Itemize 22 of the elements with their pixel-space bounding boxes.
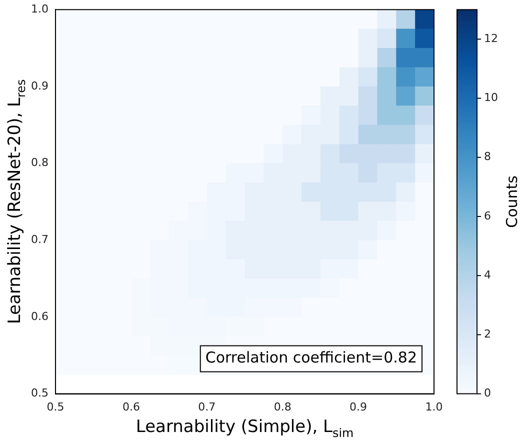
y-tick-label: 0.5 bbox=[30, 386, 48, 400]
color-bar-label: 6 bbox=[484, 209, 491, 222]
x-tick-label: 0.8 bbox=[274, 400, 292, 414]
y-axis-title: Learnability (ResNet-20), Lres bbox=[5, 79, 28, 324]
x-tick-label: 0.7 bbox=[198, 400, 216, 414]
annotation: Correlation coefficient=0.82 bbox=[205, 348, 418, 367]
y-tick-label: 0.8 bbox=[30, 156, 48, 170]
color-bar-label: 0 bbox=[484, 386, 491, 400]
y-tick-label: 0.7 bbox=[30, 232, 48, 246]
color-bar-label: 2 bbox=[484, 328, 491, 341]
x-tick-label: 0.6 bbox=[122, 400, 140, 414]
color-bar-title: Counts bbox=[503, 175, 521, 228]
y-tick-label: 0.9 bbox=[30, 79, 48, 92]
x-tick-label: 0.9 bbox=[350, 400, 368, 414]
color-bar-label: 10 bbox=[484, 91, 498, 104]
x-tick-label: 1.0 bbox=[425, 400, 443, 414]
y-tick-label: 1.0 bbox=[30, 2, 48, 16]
y-tick-label: 0.6 bbox=[30, 310, 48, 323]
color-bar-label: 4 bbox=[484, 268, 491, 282]
color-bar-label: 8 bbox=[484, 150, 491, 164]
x-tick-label: 0.5 bbox=[46, 400, 64, 414]
color-bar-label: 12 bbox=[484, 32, 498, 46]
